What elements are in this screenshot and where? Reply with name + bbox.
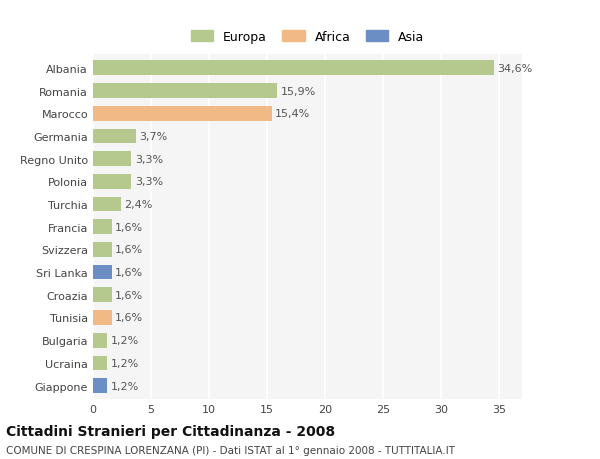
Text: 15,4%: 15,4%	[275, 109, 310, 119]
Bar	[93, 174, 131, 189]
Bar	[93, 106, 272, 121]
Text: 1,2%: 1,2%	[110, 336, 139, 346]
Text: 3,7%: 3,7%	[139, 132, 167, 142]
Bar	[93, 62, 494, 76]
Bar	[93, 288, 112, 302]
Bar	[93, 242, 112, 257]
Text: 1,6%: 1,6%	[115, 313, 143, 323]
Bar	[93, 356, 107, 370]
Text: 1,2%: 1,2%	[110, 358, 139, 368]
Text: COMUNE DI CRESPINA LORENZANA (PI) - Dati ISTAT al 1° gennaio 2008 - TUTTITALIA.I: COMUNE DI CRESPINA LORENZANA (PI) - Dati…	[6, 445, 455, 455]
Text: 15,9%: 15,9%	[281, 86, 316, 96]
Bar	[93, 84, 277, 99]
Text: 1,2%: 1,2%	[110, 381, 139, 391]
Text: 3,3%: 3,3%	[135, 177, 163, 187]
Text: 3,3%: 3,3%	[135, 154, 163, 164]
Text: 2,4%: 2,4%	[124, 200, 152, 210]
Text: 1,6%: 1,6%	[115, 222, 143, 232]
Bar	[93, 129, 136, 144]
Text: 1,6%: 1,6%	[115, 290, 143, 300]
Legend: Europa, Africa, Asia: Europa, Africa, Asia	[187, 27, 428, 47]
Text: 1,6%: 1,6%	[115, 245, 143, 255]
Bar	[93, 378, 107, 393]
Text: Cittadini Stranieri per Cittadinanza - 2008: Cittadini Stranieri per Cittadinanza - 2…	[6, 425, 335, 438]
Bar	[93, 265, 112, 280]
Bar	[93, 197, 121, 212]
Text: 34,6%: 34,6%	[497, 64, 533, 73]
Bar	[93, 220, 112, 235]
Text: 1,6%: 1,6%	[115, 268, 143, 278]
Bar	[93, 152, 131, 167]
Bar	[93, 333, 107, 348]
Bar	[93, 310, 112, 325]
